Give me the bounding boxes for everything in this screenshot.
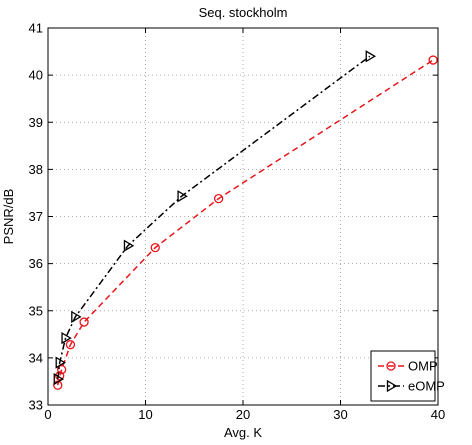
data-point-eomp xyxy=(61,331,72,345)
x-tick-label: 10 xyxy=(138,407,152,422)
data-point-eomp xyxy=(53,372,65,386)
series-omp xyxy=(53,55,438,390)
plot-frame xyxy=(47,27,439,406)
data-point-eomp xyxy=(55,356,66,369)
data-point-omp xyxy=(57,365,67,375)
legend-marker-omp xyxy=(386,361,396,371)
series-layer xyxy=(53,50,438,390)
y-tick-label: 35 xyxy=(29,303,43,318)
chart-title: Seq. stockholm xyxy=(199,5,288,20)
legend: OMP eOMP xyxy=(370,350,445,402)
x-tick-label: 20 xyxy=(236,407,250,422)
y-tick-label: 41 xyxy=(29,21,43,36)
legend-box xyxy=(370,350,436,402)
y-tick-label: 33 xyxy=(29,398,43,413)
data-point-omp xyxy=(55,371,65,381)
y-axis-label: PSNR/dB xyxy=(1,189,16,245)
data-point-omp xyxy=(428,55,438,65)
y-tick-label: 40 xyxy=(29,68,43,83)
y-tick-label: 38 xyxy=(29,162,43,177)
series-eomp xyxy=(53,50,377,386)
y-tick-label: 39 xyxy=(29,115,43,130)
legend-marker-eomp xyxy=(386,379,398,393)
legend-label-omp: OMP xyxy=(408,359,438,374)
x-tick-label: 0 xyxy=(44,407,51,422)
y-tick-label: 34 xyxy=(29,350,43,365)
series-line-omp xyxy=(57,59,434,386)
data-point-omp xyxy=(53,380,63,390)
data-point-omp xyxy=(79,317,89,327)
data-point-eomp xyxy=(177,190,188,203)
y-tick-label: 36 xyxy=(29,256,43,271)
data-point-eomp xyxy=(123,239,135,252)
data-point-omp xyxy=(65,340,76,350)
data-point-eomp xyxy=(71,310,82,324)
data-point-eomp xyxy=(365,50,377,63)
y-tick-label: 37 xyxy=(29,209,43,224)
x-tick-label: 30 xyxy=(333,407,347,422)
legend-label-eomp: eOMP xyxy=(408,379,445,394)
data-point-omp xyxy=(150,242,160,253)
data-point-omp xyxy=(213,193,224,204)
series-line-eomp xyxy=(57,55,371,380)
x-tick-label: 40 xyxy=(431,407,445,422)
x-axis-label: Avg. K xyxy=(224,425,262,440)
